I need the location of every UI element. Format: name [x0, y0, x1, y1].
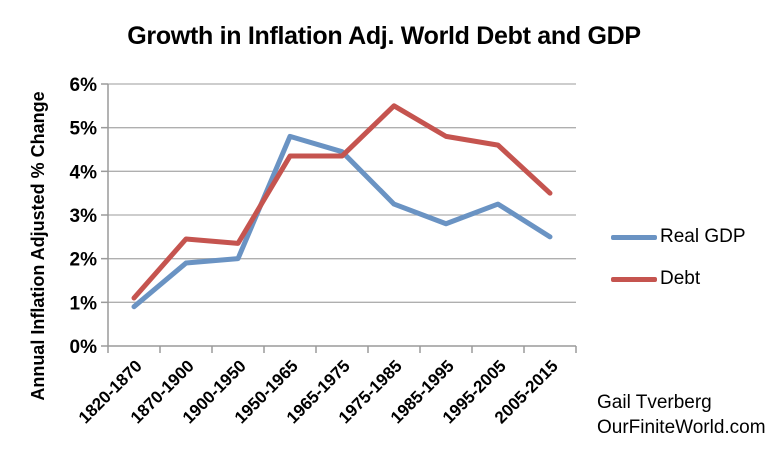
legend-item-debt: Debt [611, 268, 746, 290]
legend-line-swatch-debt [611, 276, 657, 282]
legend: Real GDP Debt [611, 226, 746, 310]
y-tick-label: 0% [70, 337, 98, 358]
attribution: Gail Tverberg OurFiniteWorld.com [597, 390, 766, 440]
legend-label-debt: Debt [660, 268, 701, 289]
y-tick-label: 2% [70, 250, 98, 271]
legend-item-real-gdp: Real GDP [611, 226, 746, 248]
y-tick-label: 5% [70, 119, 98, 140]
y-axis-title: Annual Inflation Adjusted % Change [28, 91, 48, 400]
attribution-site: OurFiniteWorld.com [597, 417, 766, 438]
series-line-debt [131, 103, 553, 301]
legend-line-swatch-real-gdp [611, 234, 657, 240]
y-tick-label: 6% [70, 75, 98, 96]
y-tick-label: 3% [70, 206, 98, 227]
chart-title: Growth in Inflation Adj. World Debt and … [127, 22, 641, 50]
y-tick-label: 1% [70, 293, 98, 314]
legend-label-real-gdp: Real GDP [660, 226, 746, 247]
y-tick-label: 4% [70, 162, 98, 183]
series-line-real-gdp [131, 133, 553, 310]
attribution-author: Gail Tverberg [597, 392, 712, 413]
